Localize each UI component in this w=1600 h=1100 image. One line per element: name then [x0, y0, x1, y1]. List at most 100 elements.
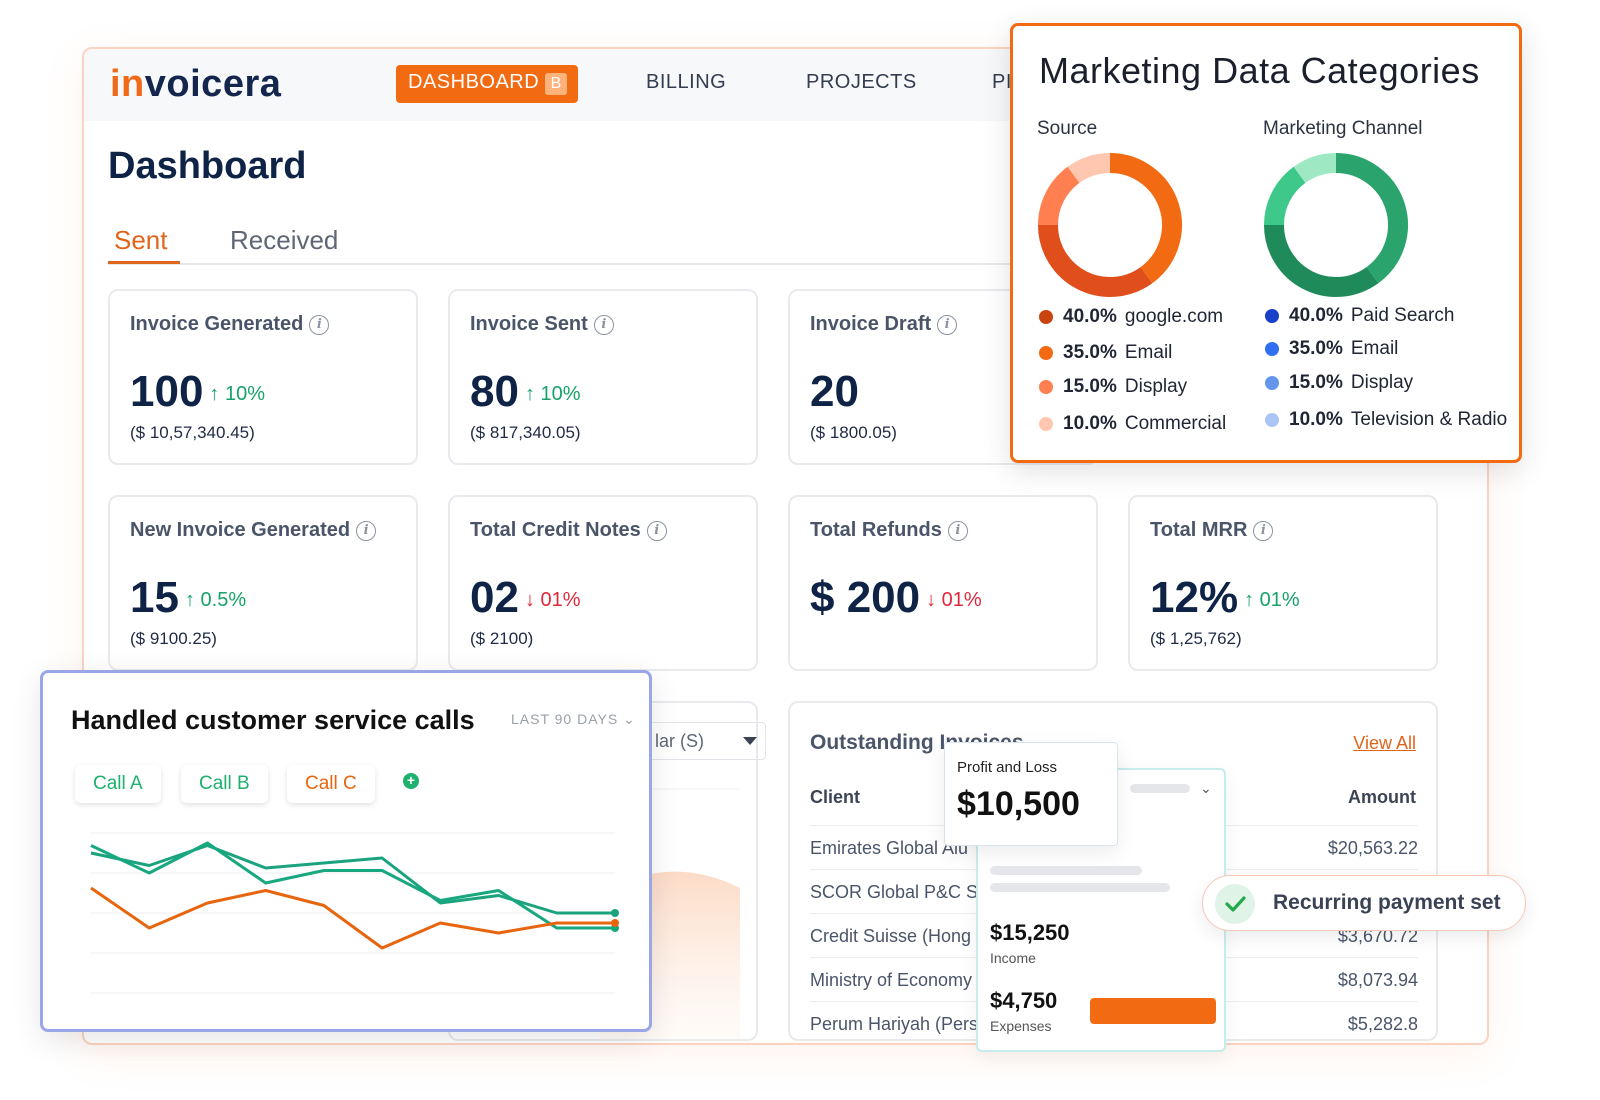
card-value: 15 ↑ 0.5% — [130, 573, 246, 623]
card-title: Total MRR i — [1150, 519, 1274, 542]
call-a-chip[interactable]: Call A — [75, 765, 161, 803]
info-icon[interactable]: i — [937, 314, 958, 335]
series-endpoint-3 — [611, 919, 619, 927]
trend-up-delta: ↑ 0.5% — [184, 588, 247, 611]
date-range-dropdown[interactable]: LAST 90 DAYS ⌄ — [511, 711, 636, 727]
card-value-text: 100 — [130, 367, 204, 416]
legend-pct: 40.0% — [1063, 306, 1117, 327]
source-legend-item: 10.0% Commercial — [1039, 413, 1226, 435]
column-header-amount[interactable]: Amount — [1348, 787, 1416, 807]
card-value-text: 15 — [130, 573, 179, 622]
legend-dot — [1039, 309, 1053, 324]
chevron-down-icon[interactable]: ⌄ — [1200, 780, 1212, 796]
card-title-text: Total MRR — [1150, 519, 1248, 541]
logo-rest: voicera — [144, 63, 282, 105]
currency-dropdown-label: lar (S) — [655, 731, 704, 751]
card-total-refunds[interactable]: Total Refunds i $ 200 ↓ 01% — [788, 495, 1098, 671]
card-total-credit-notes[interactable]: Total Credit Notes i 02 ↓ 01% ($ 2100) — [448, 495, 758, 671]
marketing-categories-popup: Marketing Data Categories Source Marketi… — [1010, 23, 1522, 463]
profit-loss-summary: Profit and Loss $10,500 — [944, 742, 1118, 846]
legend-dot — [1265, 308, 1279, 323]
period-select-placeholder[interactable] — [1130, 784, 1190, 793]
card-value-text: $ 200 — [810, 573, 921, 622]
check-icon — [1215, 884, 1255, 924]
donut-slice-4[interactable] — [1067, 153, 1111, 184]
expense-bar — [1090, 998, 1216, 1024]
calls-chart-popup: Handled customer service calls LAST 90 D… — [40, 670, 652, 1032]
row-client: Credit Suisse (Hong — [810, 926, 972, 946]
donut-slice-2[interactable] — [1038, 224, 1153, 297]
info-icon[interactable]: i — [593, 314, 614, 335]
expense-value: $4,750 — [990, 988, 1058, 1013]
info-icon[interactable]: i — [309, 314, 330, 335]
legend-label: Email — [1124, 342, 1173, 363]
donut-slice-2[interactable] — [1264, 224, 1379, 297]
legend-pct: 35.0% — [1289, 338, 1343, 359]
nav-dashboard-badge: B — [545, 73, 568, 95]
call-b-chip[interactable]: Call B — [181, 765, 268, 803]
check-icon-glyph — [1225, 896, 1246, 912]
tab-sent[interactable]: Sent — [114, 225, 168, 255]
legend-pct: 10.0% — [1063, 413, 1117, 434]
top-nav-bar: invoicera DASHBOARD B BILLING PROJECTS PI — [84, 49, 1487, 121]
card-title-text: New Invoice Generated — [130, 519, 351, 541]
card-value: 80 ↑ 10% — [470, 367, 581, 417]
card-total-mrr[interactable]: Total MRR i 12% ↑ 01% ($ 1,25,762) — [1128, 495, 1438, 671]
income-value: $15,250 — [990, 920, 1070, 945]
skeleton-line — [990, 866, 1142, 875]
recurring-payment-toast: Recurring payment set — [1202, 875, 1526, 931]
nav-dashboard[interactable]: DASHBOARD B — [396, 65, 578, 103]
donut-slice-1[interactable] — [1335, 153, 1408, 284]
expense-label: Expenses — [990, 1018, 1052, 1034]
card-invoice-generated[interactable]: Invoice Generated i 100 ↑ 10% ($ 10,57,340… — [108, 289, 418, 465]
card-value: 12% ↑ 01% — [1150, 573, 1300, 623]
series-line-call-a[interactable] — [90, 844, 615, 915]
legend-label: Commercial — [1124, 413, 1227, 434]
nav-more[interactable]: PI — [992, 71, 1012, 93]
info-icon[interactable]: i — [947, 520, 968, 541]
row-client: Ministry of Economy — [810, 970, 973, 990]
profit-loss-label: Profit and Loss — [957, 759, 1058, 776]
trend-down-delta: ↓ 01% — [926, 588, 982, 611]
info-icon[interactable]: i — [356, 520, 377, 541]
card-new-invoice-generated[interactable]: New Invoice Generated i 15 ↑ 0.5% ($ 9100.… — [108, 495, 418, 671]
card-title-text: Total Refunds — [810, 519, 942, 541]
channel-legend-item: 10.0% Television & Radio — [1265, 409, 1507, 431]
legend-dot — [1039, 345, 1053, 360]
legend-pct: 10.0% — [1289, 409, 1343, 430]
nav-billing[interactable]: BILLING — [646, 71, 727, 93]
card-title-text: Total Credit Notes — [470, 519, 641, 541]
card-amount: ($ 9100.25) — [130, 629, 217, 648]
info-icon[interactable]: i — [1253, 520, 1274, 541]
source-legend-item: 35.0% Email — [1039, 342, 1172, 364]
row-client: Emirates Global Alu — [810, 838, 969, 858]
legend-pct: 15.0% — [1063, 376, 1117, 397]
card-title-text: Invoice Sent — [470, 313, 588, 335]
info-icon[interactable]: i — [646, 520, 667, 541]
currency-dropdown[interactable]: lar (S) — [646, 722, 766, 760]
series-line-call-b[interactable] — [90, 841, 615, 930]
donut-slice-4[interactable] — [1293, 153, 1337, 184]
card-title-text: Invoice Generated — [130, 313, 304, 335]
series-line-call-c[interactable] — [90, 886, 615, 950]
nav-projects[interactable]: PROJECTS — [806, 71, 917, 93]
legend-label: Display — [1350, 372, 1414, 393]
tab-sent-indicator — [108, 261, 180, 264]
legend-dot — [1039, 379, 1053, 394]
donut-slice-3[interactable] — [1038, 166, 1080, 226]
card-amount: ($ 817,340.05) — [470, 423, 581, 442]
card-value: 02 ↓ 01% — [470, 573, 581, 623]
view-all-link[interactable]: View All — [1353, 733, 1416, 753]
donut-slice-1[interactable] — [1109, 153, 1182, 284]
add-series-icon[interactable]: + — [403, 773, 419, 789]
source-label: Source — [1037, 118, 1098, 139]
column-header-client[interactable]: Client — [810, 787, 861, 807]
tab-received[interactable]: Received — [230, 225, 339, 255]
card-invoice-sent[interactable]: Invoice Sent i 80 ↑ 10% ($ 817,340.05) — [448, 289, 758, 465]
donut-slice-3[interactable] — [1264, 166, 1306, 226]
card-amount: ($ 10,57,340.45) — [130, 423, 255, 442]
brand-logo[interactable]: invoicera — [110, 63, 281, 106]
call-c-chip[interactable]: Call C — [287, 765, 375, 803]
card-value-text: 80 — [470, 367, 519, 416]
card-value: $ 200 ↓ 01% — [810, 573, 982, 623]
